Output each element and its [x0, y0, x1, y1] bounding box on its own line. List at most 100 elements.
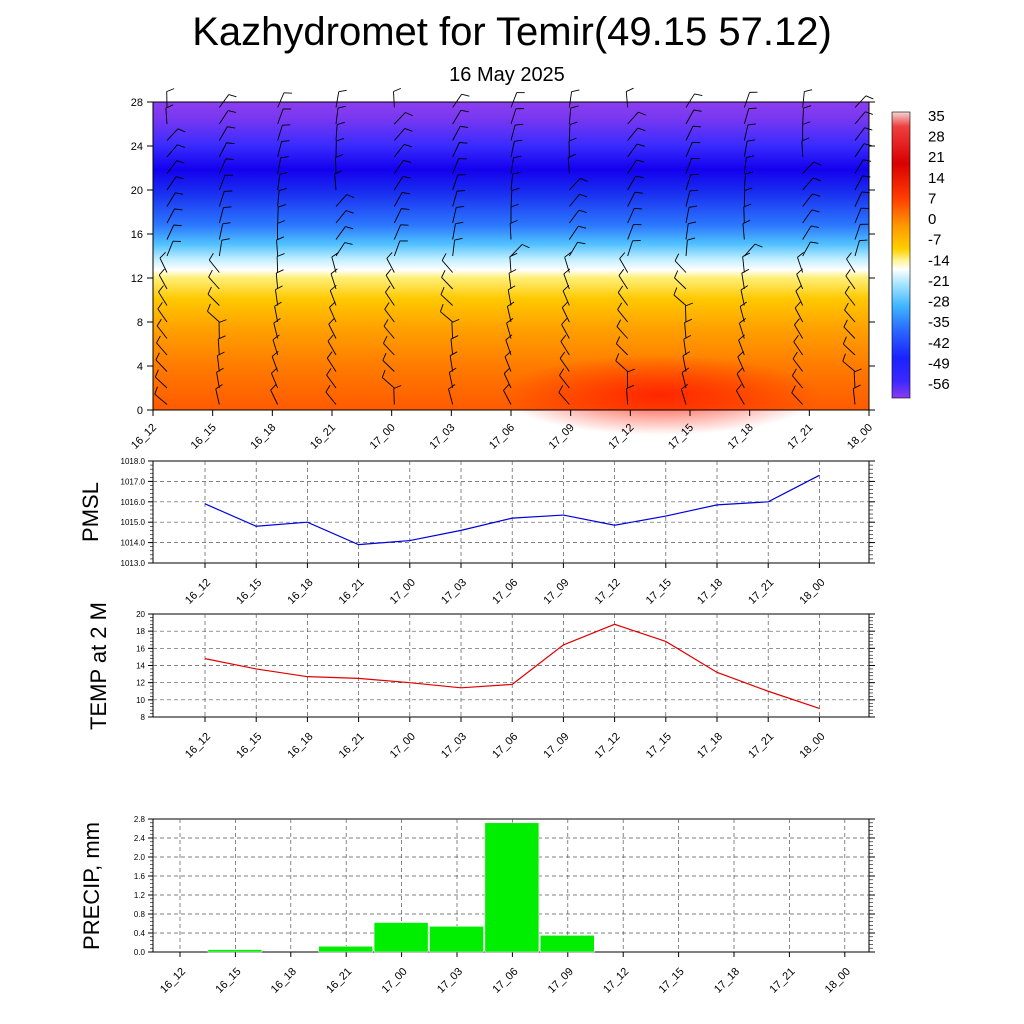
wind-barb [743, 174, 746, 191]
wind-barb [277, 108, 284, 125]
wind-barb [736, 373, 745, 389]
xtick-label: 17_15 [657, 966, 687, 996]
wind-barb [567, 157, 570, 174]
wind-barb [854, 191, 863, 207]
ytick-label: 2.4 [134, 834, 146, 843]
wind-barb-flag [514, 139, 523, 142]
wind-barb [394, 112, 406, 125]
wind-barb [277, 174, 281, 191]
wind-barb-flag [688, 205, 698, 208]
wind-barb [802, 177, 814, 191]
wind-barb [802, 91, 805, 108]
wind-barb [854, 127, 865, 141]
wind-barb [166, 160, 177, 174]
wind-barb-flag [157, 302, 163, 310]
wind-barb [273, 322, 279, 339]
xtick-label: 17_12 [593, 577, 623, 607]
wind-barb-flag [674, 253, 680, 262]
wind-barb-flag [506, 318, 514, 324]
wind-barb-flag [329, 301, 336, 308]
wind-barb-flag [568, 137, 577, 142]
wind-barb [568, 225, 579, 240]
xtick-label: 17_00 [380, 966, 410, 996]
wind-barb-flag [402, 175, 411, 179]
wind-barb [740, 289, 745, 306]
wind-barb-flag [617, 302, 623, 310]
heat-ytick-label: 16 [131, 229, 143, 241]
wind-barb [335, 242, 346, 257]
wind-barb [794, 307, 804, 323]
wind-barb [334, 157, 337, 174]
wind-barb [742, 256, 745, 273]
wind-barb [685, 207, 690, 224]
wind-barb [452, 142, 460, 158]
wind-barb-flag [618, 268, 625, 276]
wind-barb [627, 175, 637, 191]
wind-barb [218, 207, 224, 224]
wind-barb [505, 339, 512, 356]
xtick-label: 17_15 [644, 731, 674, 761]
wind-barb-flag [175, 176, 184, 180]
wind-barb-flag [743, 203, 752, 208]
wind-barb [166, 144, 178, 158]
wind-barb [272, 339, 279, 356]
wind-barb-flag [634, 207, 643, 210]
wind-barb [616, 326, 629, 339]
wind-barb-flag [156, 318, 162, 327]
wind-barb [393, 388, 395, 405]
wind-barb-flag [509, 219, 518, 224]
xtick-label: 17_00 [388, 731, 418, 761]
wind-barb [743, 124, 749, 141]
wind-barb-flag [345, 210, 354, 214]
wind-barb [627, 127, 639, 141]
xtick-label: 17_18 [712, 966, 742, 996]
wind-barb [568, 209, 580, 224]
wind-barb [166, 240, 174, 257]
wind-barb-flag [227, 110, 236, 113]
xtick-label: 16_21 [337, 731, 367, 761]
wind-barb [510, 92, 518, 108]
wind-barb [218, 142, 227, 158]
wind-barb [218, 240, 223, 257]
wind-barb-flag [505, 334, 513, 341]
wind-barb-flag [810, 241, 819, 244]
wind-barb [568, 108, 572, 125]
wind-barb [802, 161, 815, 174]
wind-barb-flag [218, 319, 227, 323]
wind-barb [215, 388, 220, 405]
wind-barb [158, 274, 168, 290]
wind-barb-flag [383, 335, 388, 344]
wind-barb-flag [225, 158, 234, 160]
wind-barb-flag [559, 368, 565, 376]
wind-barb [158, 291, 168, 306]
wind-barb-flag [346, 194, 355, 199]
wind-barb [449, 355, 454, 372]
xtick-label: 16_15 [234, 731, 264, 761]
heat-xtick-label: 16_21 [308, 422, 338, 452]
wind-barb [393, 91, 395, 108]
xtick-label: 16_18 [285, 577, 315, 607]
wind-barb [217, 339, 220, 356]
wind-barb-flag [154, 386, 158, 395]
heat-ytick-label: 0 [137, 405, 143, 417]
wind-barb-flag [337, 105, 346, 109]
wind-barb [166, 224, 175, 240]
wind-barb [796, 273, 804, 290]
wind-barb [510, 108, 517, 125]
wind-barb [157, 308, 168, 323]
wind-barb [452, 110, 462, 125]
wind-barb-flag [460, 125, 469, 128]
xtick-label: 18_00 [797, 577, 827, 607]
wind-barb [166, 128, 179, 141]
wind-barb [802, 193, 813, 207]
wind-barb [325, 391, 337, 405]
wind-barb [335, 91, 340, 108]
wind-barb-flag [802, 121, 811, 125]
wind-barb [737, 356, 745, 372]
pmsl-ylabel: PMSL [78, 482, 103, 542]
wind-barb [381, 377, 395, 389]
wind-barb [685, 125, 694, 141]
wind-barb-flag [457, 190, 466, 192]
wind-barb [335, 194, 348, 207]
